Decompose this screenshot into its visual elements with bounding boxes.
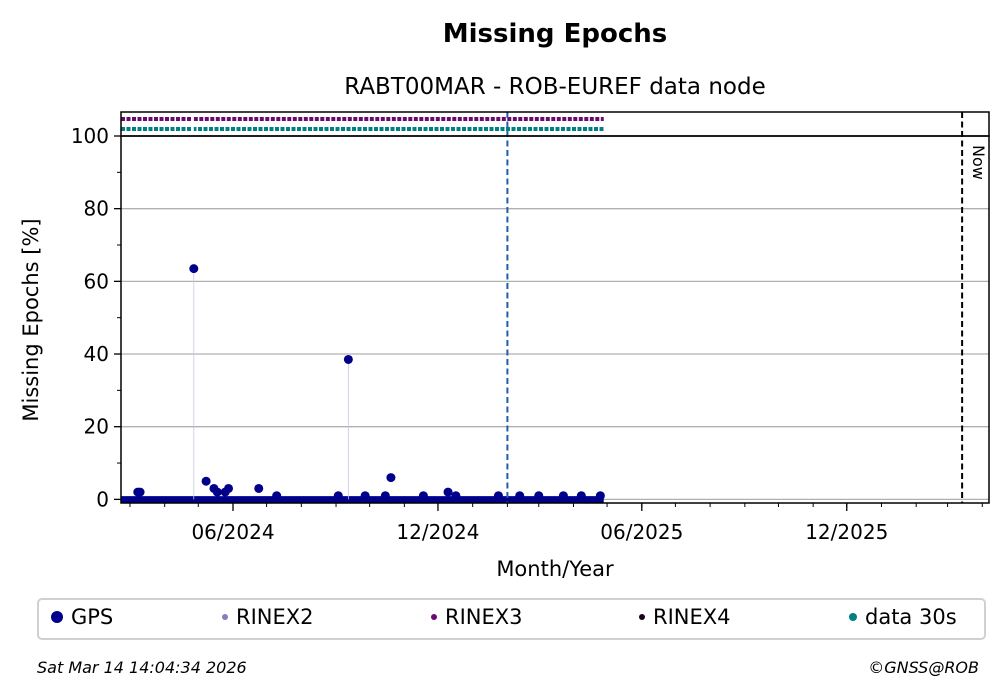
x-tick-label: 12/2024 — [396, 520, 479, 544]
gps-point — [443, 487, 453, 497]
gps-point — [254, 483, 264, 493]
status-bars — [121, 116, 604, 132]
legend: GPS RINEX2 RINEX3 RINEX4 data 30s — [37, 598, 986, 640]
generated-timestamp: Sat Mar 14 14:04:34 2026 — [37, 658, 247, 677]
y-axis-label: Missing Epochs [%] — [19, 218, 43, 421]
legend-item-data-30s: data 30s — [849, 605, 957, 629]
gps-point — [135, 487, 145, 497]
gps-point — [212, 487, 222, 497]
legend-label-gps: GPS — [71, 605, 114, 629]
rinex4-marker-icon — [639, 614, 645, 620]
y-tick-label: 60 — [84, 269, 109, 293]
axes: 0 20 40 60 80 100 06/2024 12/2024 06/2025 12/2025 — [71, 111, 990, 544]
legend-label-rinex4: RINEX4 — [653, 605, 731, 629]
gps-point — [343, 354, 353, 364]
gps-marker-icon — [51, 611, 63, 623]
gps-point — [576, 491, 586, 501]
gps-point — [515, 491, 525, 501]
x-tick-label: 06/2024 — [191, 520, 274, 544]
grid-lines — [121, 208, 989, 501]
copyright: ©GNSS@ROB — [868, 658, 979, 677]
legend-label-rinex2: RINEX2 — [236, 605, 314, 629]
missing-epochs-chart: Missing Epochs RABT00MAR - ROB-EUREF dat… — [19, 19, 990, 581]
y-tick-label: 20 — [84, 415, 109, 439]
data-30s-marker-icon — [849, 613, 857, 621]
gps-point — [595, 491, 605, 501]
gps-point — [189, 264, 199, 274]
x-axis-label: Month/Year — [496, 557, 614, 581]
status-strip-frame — [120, 111, 990, 137]
legend-item-rinex3: RINEX3 — [431, 605, 523, 629]
legend-item-rinex2: RINEX2 — [222, 605, 314, 629]
gps-point — [201, 476, 211, 486]
legend-label-rinex3: RINEX3 — [445, 605, 523, 629]
gps-point — [360, 491, 370, 501]
plot-frame — [120, 135, 990, 504]
gps-point — [451, 491, 461, 501]
legend-item-rinex4: RINEX4 — [639, 605, 731, 629]
gps-point — [380, 491, 390, 501]
gps-point — [272, 491, 282, 501]
plot-marks: Now — [121, 112, 988, 503]
gps-point — [386, 473, 396, 483]
chart-title: Missing Epochs — [443, 19, 667, 49]
y-tick-label: 40 — [84, 342, 109, 366]
now-label: Now — [969, 145, 988, 180]
gps-point — [418, 491, 428, 501]
rinex3-marker-icon — [431, 614, 437, 620]
legend-item-gps: GPS — [51, 605, 113, 629]
gps-point — [534, 491, 544, 501]
legend-label-data-30s: data 30s — [865, 605, 957, 629]
y-tick-label: 80 — [84, 197, 109, 221]
gps-point — [333, 491, 343, 501]
y-tick-label: 100 — [71, 124, 109, 148]
x-tick-label: 12/2025 — [805, 520, 888, 544]
rinex2-marker-icon — [222, 614, 228, 620]
gps-point — [224, 483, 234, 493]
y-tick-label: 0 — [96, 487, 109, 511]
x-tick-label: 06/2025 — [600, 520, 683, 544]
gps-point — [493, 491, 503, 501]
gps-point — [558, 491, 568, 501]
chart-subtitle: RABT00MAR - ROB-EUREF data node — [344, 74, 765, 100]
